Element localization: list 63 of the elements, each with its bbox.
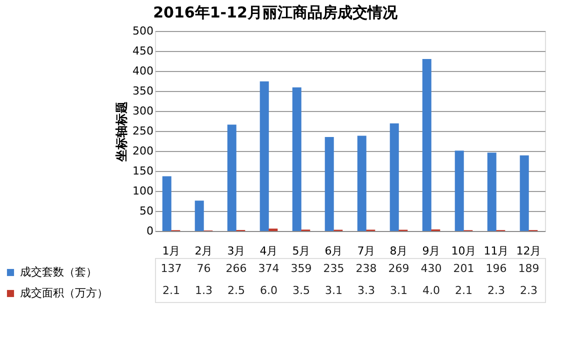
data-label: 201	[453, 262, 474, 275]
x-tick-label: 11月	[484, 244, 509, 258]
data-label: 6.0	[260, 284, 278, 297]
bar	[422, 59, 432, 231]
y-tick-label: 300	[132, 104, 154, 118]
x-tick-label: 5月	[292, 244, 310, 258]
x-tick-label: 7月	[357, 244, 376, 258]
x-tick-label: 10月	[451, 244, 476, 258]
data-label: 196	[486, 262, 507, 275]
y-tick-label: 200	[132, 144, 154, 158]
y-tick-label: 150	[132, 164, 154, 178]
y-tick-label: 500	[132, 24, 154, 38]
data-label: 430	[420, 262, 442, 275]
data-label: 235	[323, 262, 344, 275]
data-label: 2.3	[520, 284, 538, 297]
data-label: 137	[160, 262, 182, 275]
data-label: 2.1	[162, 284, 180, 297]
x-tick-label: 2月	[194, 244, 213, 258]
data-label: 374	[258, 262, 280, 275]
data-label: 3.5	[292, 284, 310, 297]
data-label: 189	[518, 262, 540, 275]
data-label: 3.1	[325, 284, 342, 297]
data-label: 76	[196, 262, 211, 275]
bar	[260, 81, 269, 231]
bar	[357, 136, 366, 231]
x-tick-label: 8月	[390, 244, 408, 258]
bar	[162, 176, 172, 231]
data-label: 266	[226, 262, 247, 275]
y-tick-label: 450	[132, 44, 154, 58]
x-tick-label: 3月	[227, 244, 246, 258]
y-tick-label: 100	[132, 184, 154, 198]
data-label: 2.1	[455, 284, 472, 297]
data-label: 238	[356, 262, 377, 275]
data-label: 2.3	[488, 284, 505, 297]
bar	[487, 152, 496, 231]
legend-label: 成交套数（套）	[20, 266, 97, 278]
chart-title: 2016年1-12月丽江商品房成交情况	[153, 4, 398, 22]
data-label: 2.5	[228, 284, 245, 297]
x-tick-label: 6月	[324, 244, 343, 258]
legend-label: 成交面积（万方）	[20, 286, 108, 300]
data-label: 4.0	[422, 284, 440, 297]
y-tick-label: 350	[132, 84, 154, 98]
bar	[292, 87, 302, 231]
y-tick-label: 0	[146, 224, 154, 238]
y-axis-title: 坐标轴标题	[114, 102, 129, 162]
bar	[454, 150, 464, 231]
x-tick-label: 12月	[516, 244, 542, 258]
x-tick-label: 1月	[162, 244, 180, 258]
x-tick-label: 4月	[260, 244, 278, 258]
data-label: 1.3	[195, 284, 212, 297]
data-label: 269	[388, 262, 410, 275]
y-tick-label: 250	[132, 124, 154, 138]
bar	[194, 200, 204, 231]
y-tick-label: 50	[140, 204, 154, 218]
x-tick-label: 9月	[422, 244, 440, 258]
data-label: 359	[290, 262, 312, 275]
bar	[227, 124, 236, 231]
y-tick-label: 400	[132, 64, 154, 78]
bar	[520, 155, 529, 231]
data-label: 3.1	[390, 284, 408, 297]
data-label: 3.3	[358, 284, 375, 297]
bar	[324, 137, 334, 231]
bar	[390, 123, 399, 231]
